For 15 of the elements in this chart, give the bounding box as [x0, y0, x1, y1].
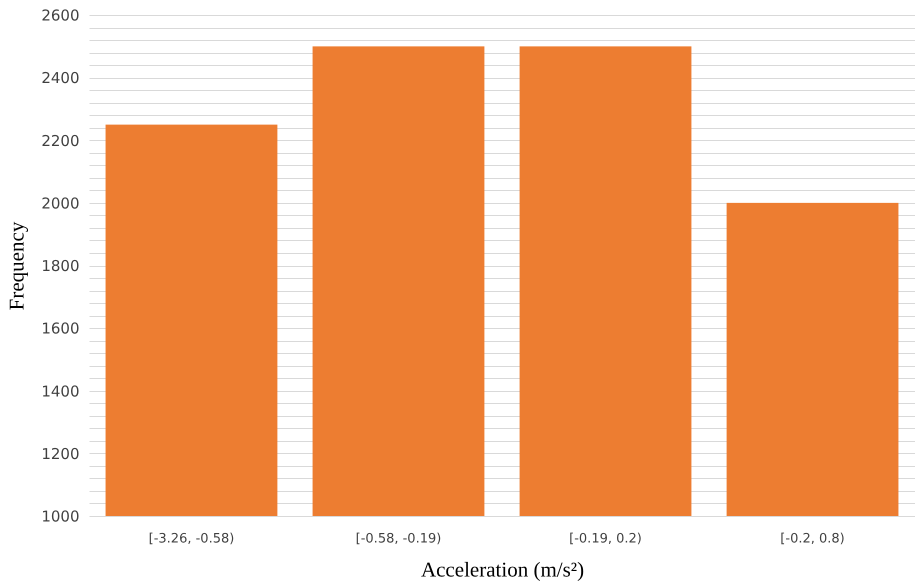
y-tick-label: 2000 [41, 194, 80, 212]
x-tick-label: [-0.58, -0.19) [356, 532, 442, 546]
x-tick-label: [-0.2, 0.8) [780, 532, 845, 546]
x-tick-label: [-0.19, 0.2) [569, 532, 642, 546]
y-tick-label: 1000 [41, 508, 80, 526]
y-tick-label: 1400 [41, 382, 80, 400]
x-tick-label: [-3.26, -0.58) [148, 532, 234, 546]
y-tick-label: 2200 [41, 132, 80, 150]
y-tick-label: 1800 [41, 257, 80, 275]
y-tick-label: 2600 [41, 6, 80, 24]
y-axis-title: Frequency [4, 221, 28, 310]
y-tick-label: 1200 [41, 444, 80, 463]
x-axis-title: Acceleration (m/s²) [420, 558, 584, 582]
y-tick-label: 1600 [41, 320, 80, 338]
y-tick-label: 2400 [41, 69, 80, 88]
